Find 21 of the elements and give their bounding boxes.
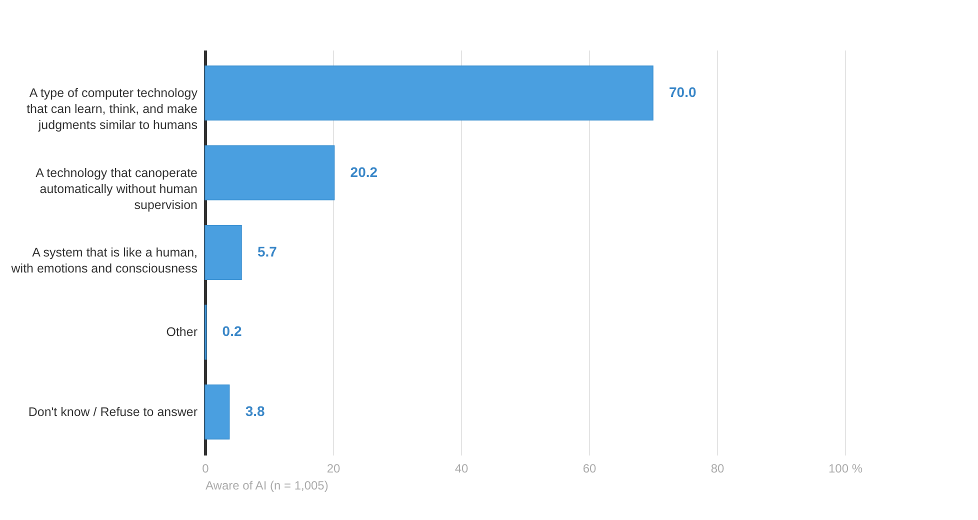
bar	[204, 224, 242, 280]
x-axis-title: Aware of AI (n = 1,005)	[206, 478, 328, 492]
data-label: 0.2	[222, 323, 242, 340]
data-label: 20.2	[350, 164, 378, 180]
bar	[204, 66, 654, 121]
data-label: 70.0	[669, 84, 696, 100]
y-tick-label: A technology that canoperate automatically without human supervision	[36, 166, 198, 212]
x-tick-label: 20	[326, 462, 340, 476]
y-tick-label: A system that is like a human, with emotions and consciousness	[10, 246, 198, 276]
y-tick-label: Don't know / Refuse to answer	[28, 404, 198, 419]
x-tick-label: 0	[202, 462, 210, 476]
data-label: 3.8	[245, 402, 265, 419]
x-tick-label: 40	[454, 462, 468, 476]
bar	[204, 384, 230, 440]
data-label: 5.7	[257, 244, 278, 260]
x-tick-label: 80	[710, 462, 724, 476]
bar	[204, 145, 335, 200]
y-tick-label: A type of computer technology that can learn, think, and make judgments similar to humans	[26, 86, 198, 132]
y-tick-label: Other	[166, 325, 198, 340]
x-tick-label: 60	[582, 462, 596, 476]
x-tick-label: 100 %	[828, 462, 863, 476]
